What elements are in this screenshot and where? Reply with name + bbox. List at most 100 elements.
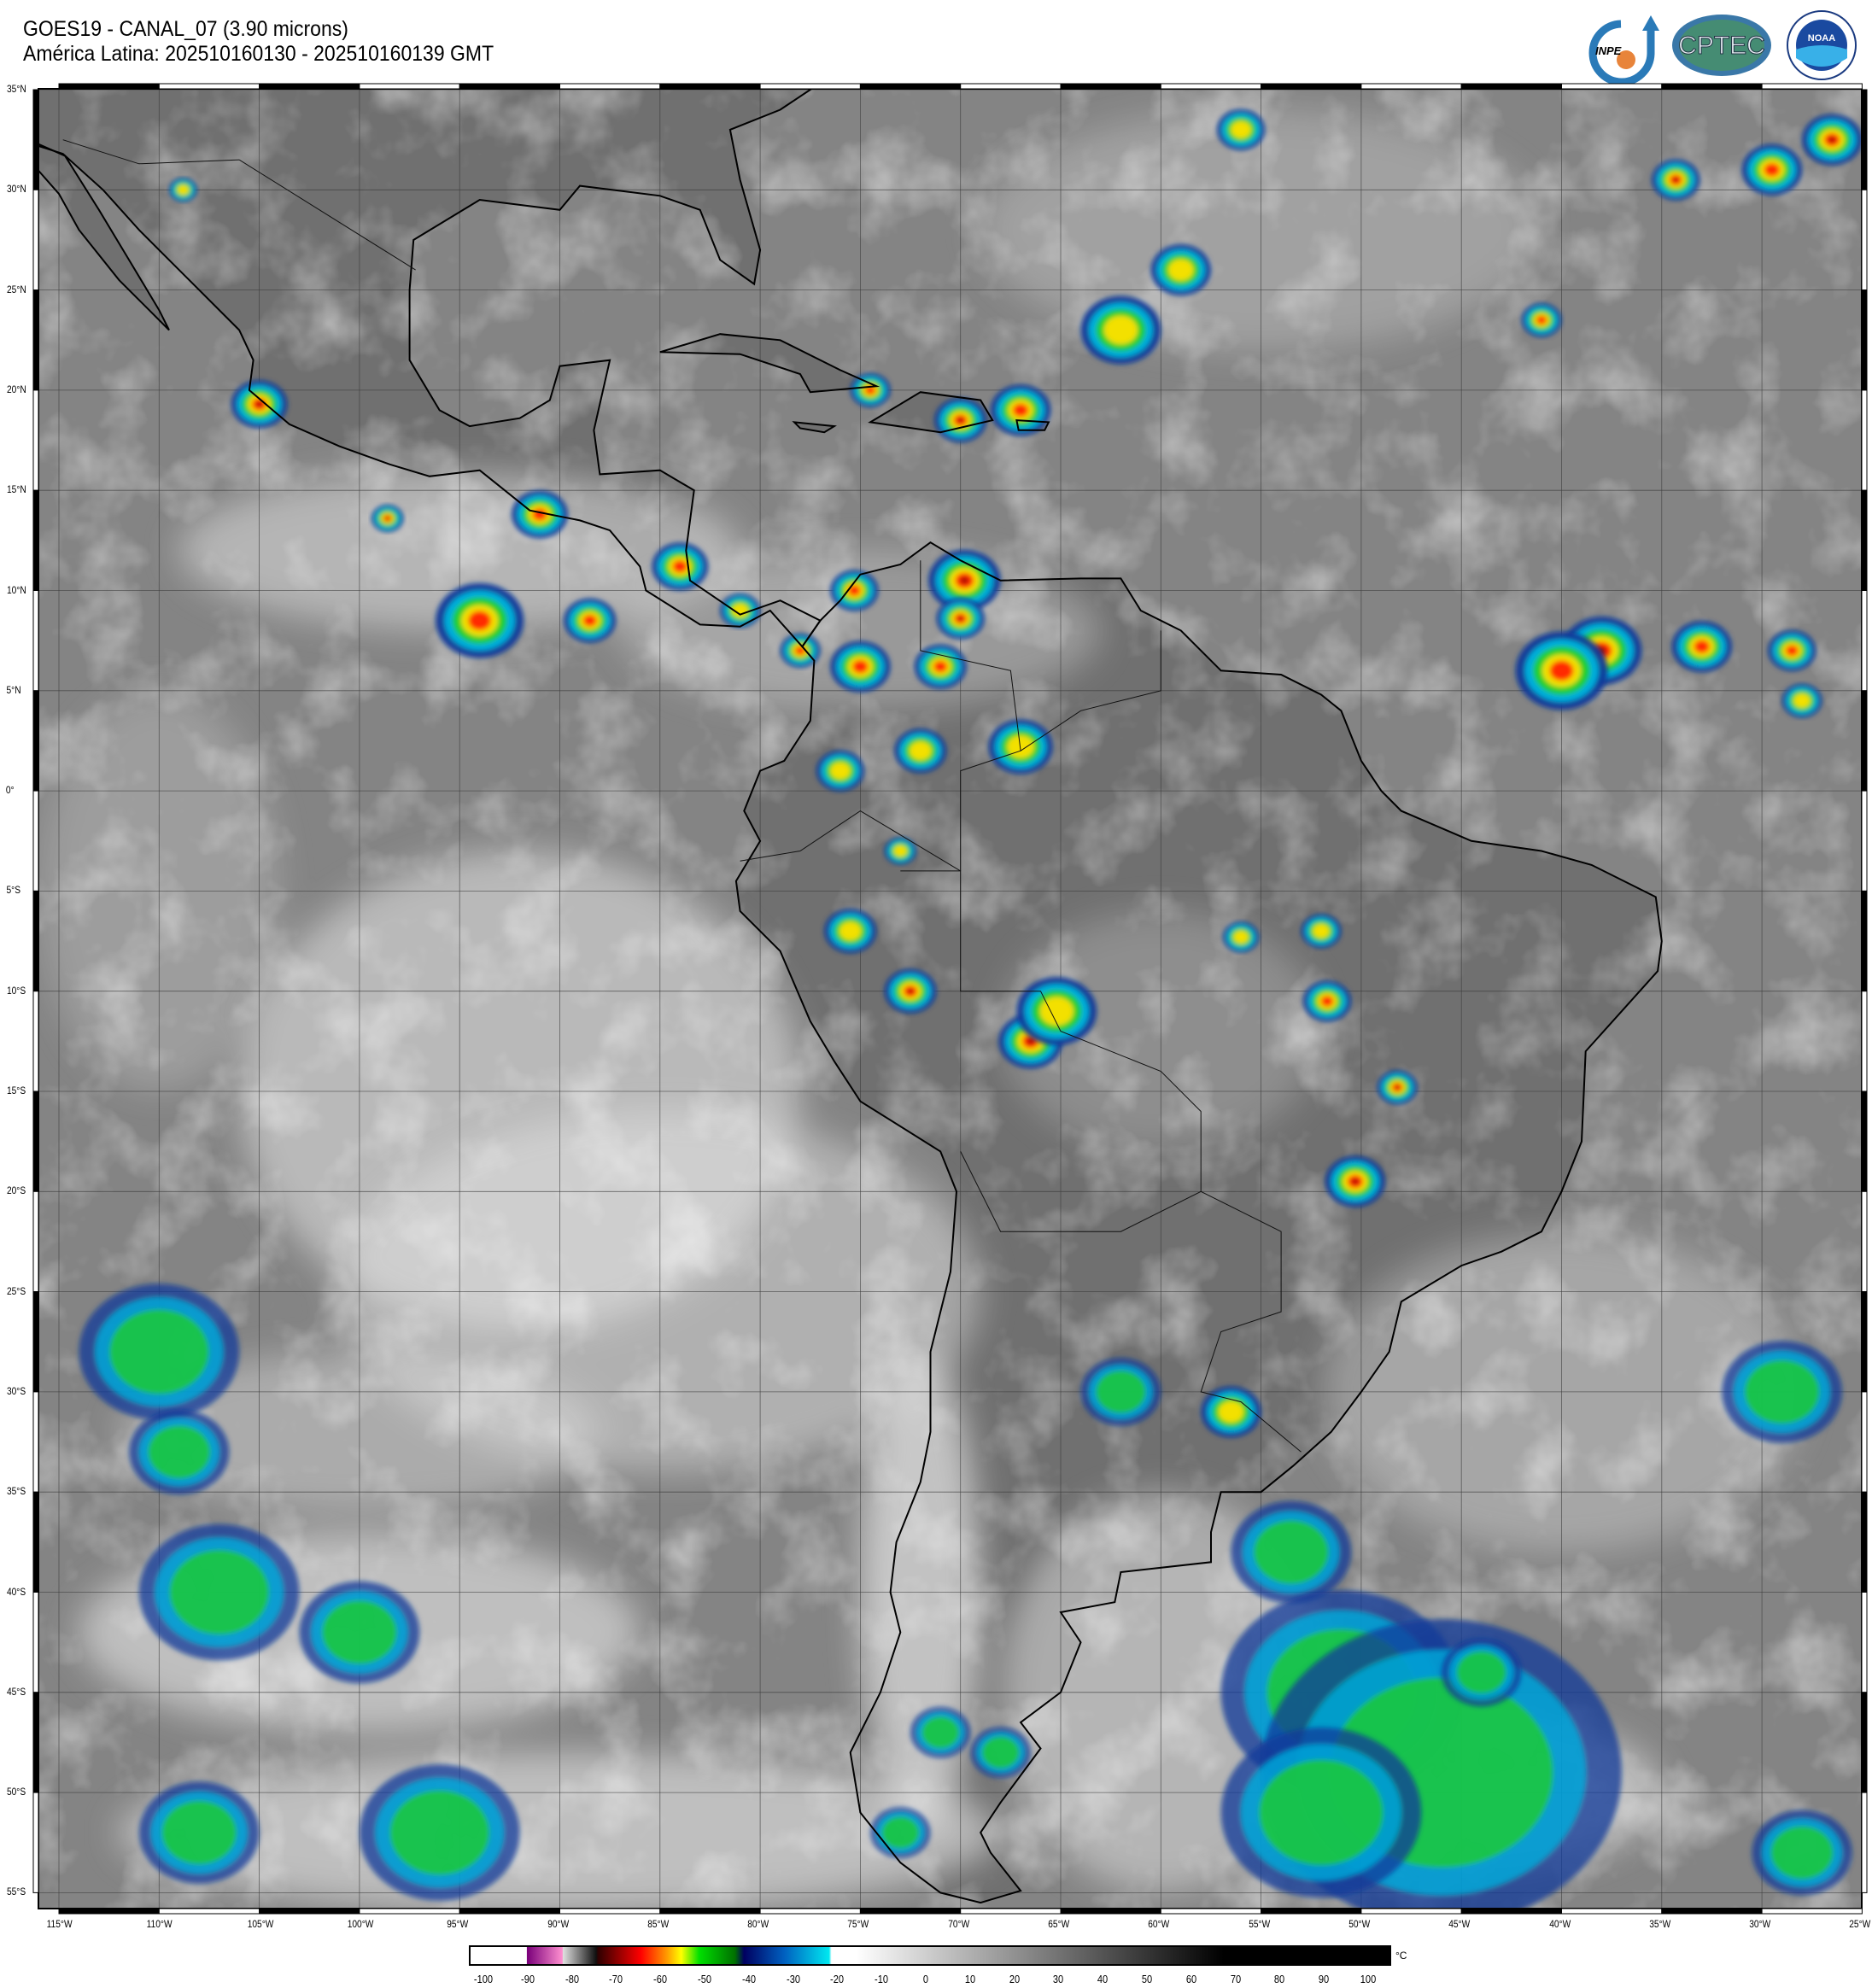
- lat-label: 10°N: [7, 583, 26, 596]
- coastline: [868, 391, 994, 434]
- lon-label: 85°W: [647, 1918, 670, 1930]
- convection-cell: [1301, 914, 1342, 949]
- convection-cell: [988, 719, 1053, 775]
- convection-cell: [1652, 159, 1700, 201]
- lon-label: 80°W: [747, 1918, 769, 1930]
- convection-cell: [824, 909, 877, 954]
- convection-cell: [884, 837, 917, 865]
- lon-label: 75°W: [847, 1918, 869, 1930]
- convection-cell: [436, 582, 524, 658]
- colorbar-tick-label: -60: [653, 1973, 668, 1985]
- lat-label: 25°N: [7, 283, 26, 295]
- convection-cell: [231, 380, 288, 429]
- convection-cell: [299, 1581, 420, 1684]
- inpe-logo: INPE: [1588, 15, 1659, 84]
- lon-label: 45°W: [1448, 1918, 1471, 1930]
- lat-label: 35°N: [7, 83, 26, 95]
- svg-text:NOAA: NOAA: [1808, 33, 1835, 44]
- colorbar-tick-label: 90: [1319, 1973, 1330, 1985]
- lon-label: 25°W: [1849, 1918, 1871, 1930]
- convection-cell: [652, 542, 709, 591]
- lat-label: 10°S: [6, 984, 26, 997]
- border-line: [62, 139, 240, 165]
- convection-cell: [1220, 1727, 1422, 1898]
- lat-label: 50°S: [6, 1786, 26, 1798]
- convection-cell: [1441, 1638, 1522, 1707]
- convection-cell: [928, 549, 1001, 611]
- border-line: [1020, 630, 1161, 751]
- lon-label: 55°W: [1248, 1918, 1270, 1930]
- convection-cell: [129, 1409, 230, 1495]
- convection-cell: [934, 398, 987, 443]
- convection-cell: [512, 490, 568, 539]
- convection-cell: [1752, 1810, 1852, 1896]
- convection-cell: [1016, 977, 1097, 1046]
- lon-label: 60°W: [1148, 1918, 1170, 1930]
- convection-cell: [870, 1807, 931, 1858]
- convection-cell: [1231, 1500, 1352, 1604]
- lon-label: 105°W: [247, 1918, 274, 1930]
- border-line: [960, 1151, 1302, 1453]
- convection-cell: [816, 750, 865, 792]
- coastline: [38, 143, 170, 331]
- convection-cell: [830, 570, 879, 611]
- colorbar-tick-label: 60: [1185, 1973, 1196, 1985]
- colorbar-tick-label: 20: [1009, 1973, 1020, 1985]
- colorbar-tick-label: 100: [1360, 1973, 1377, 1985]
- colorbar-tick-label: -80: [565, 1973, 579, 1985]
- lat-label: 15°S: [6, 1085, 26, 1096]
- convection-cell: [1150, 244, 1211, 296]
- convection-cell: [990, 384, 1051, 436]
- colorbar-tick-label: 0: [922, 1973, 929, 1985]
- map-title: GOES19 - CANAL_07 (3.90 microns) América…: [23, 17, 494, 67]
- convection-cell: [169, 178, 197, 202]
- convection-cell: [894, 728, 947, 774]
- convection-cell: [1722, 1341, 1842, 1443]
- convection-cell: [1080, 1358, 1161, 1426]
- convection-cell: [1201, 1386, 1261, 1438]
- lon-label: 70°W: [947, 1918, 969, 1930]
- lat-label: 55°S: [6, 1886, 26, 1898]
- convection-cell: [1325, 1155, 1386, 1207]
- lat-label: 25°S: [6, 1284, 26, 1297]
- colorbar-tick-label: 70: [1230, 1973, 1241, 1985]
- convection-cell: [138, 1523, 300, 1661]
- title-line-2: América Latina: 202510160130 - 202510160…: [23, 42, 494, 66]
- lat-label: 35°S: [6, 1485, 26, 1498]
- coastline: [734, 541, 1663, 1904]
- lon-label: 110°W: [146, 1918, 173, 1930]
- colorbar-tick-label: 50: [1141, 1973, 1153, 1985]
- lon-label: 50°W: [1348, 1918, 1371, 1930]
- convection-cell: [1515, 631, 1608, 710]
- convection-cell: [138, 1781, 260, 1884]
- lat-label: 40°S: [6, 1585, 26, 1598]
- colorbar-tick-label: 30: [1053, 1973, 1064, 1985]
- lat-label: 30°S: [6, 1384, 26, 1397]
- lon-label: 90°W: [547, 1918, 569, 1930]
- colorbar-unit: °C: [1395, 1950, 1407, 1962]
- border-line: [920, 560, 1021, 871]
- lon-label: 35°W: [1649, 1918, 1671, 1930]
- convection-cell: [910, 1706, 971, 1758]
- frame-ticks: [32, 83, 1868, 1915]
- lon-label: 95°W: [447, 1918, 469, 1930]
- convection-cell: [850, 372, 891, 407]
- title-line-1: GOES19 - CANAL_07 (3.90 microns): [23, 17, 348, 41]
- convection-cell: [830, 640, 891, 693]
- colorbar-tick-label: 10: [964, 1973, 975, 1985]
- convection-cell: [359, 1764, 520, 1901]
- noaa-logo: NOAA: [1787, 10, 1857, 80]
- colorbar-tick-label: -50: [698, 1973, 711, 1985]
- lat-label: 45°S: [6, 1685, 26, 1698]
- convection-cell: [1802, 114, 1862, 166]
- colorbar-tick-label: -30: [786, 1973, 800, 1985]
- lon-label: 100°W: [347, 1918, 374, 1930]
- colorbar-tick-label: 40: [1097, 1973, 1109, 1985]
- logos: INPE CPTEC NOAA: [1588, 10, 1857, 84]
- lat-label: 20°N: [7, 383, 26, 395]
- convection-cell: [564, 598, 617, 643]
- convection-cell: [1377, 1070, 1418, 1105]
- convection-layer: [79, 108, 1862, 1909]
- svg-text:CPTEC: CPTEC: [1678, 32, 1765, 60]
- coastline: [1015, 419, 1050, 431]
